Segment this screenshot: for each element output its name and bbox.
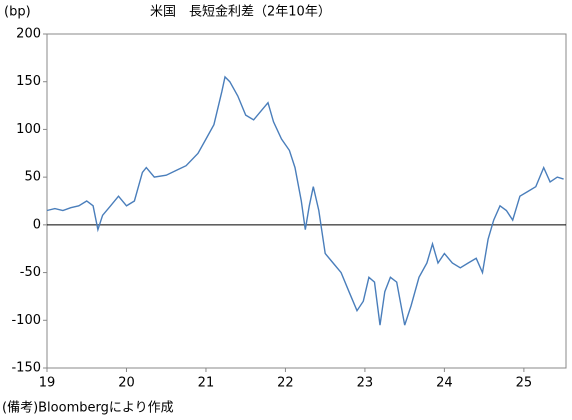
x-tick-label: 24 xyxy=(436,376,453,391)
data-line xyxy=(46,75,564,326)
x-tick-label: 20 xyxy=(118,376,135,391)
y-tick-label: 200 xyxy=(16,27,41,42)
y-tick-label: -50 xyxy=(20,265,41,280)
y-tick-label: 100 xyxy=(16,122,41,137)
y-tick-label: 50 xyxy=(24,170,41,185)
x-tick-label: 25 xyxy=(516,376,533,391)
footnote: (備考)Bloombergにより作成 xyxy=(2,400,174,416)
x-tick-label: 19 xyxy=(39,376,56,391)
chart-title: 米国 長短金利差（2年10年） xyxy=(150,4,331,20)
y-axis-label: (bp) xyxy=(4,5,31,20)
y-tick-label: -150 xyxy=(11,361,41,376)
x-tick-label: 21 xyxy=(198,376,215,391)
x-tick-label: 23 xyxy=(357,376,374,391)
y-tick-label: 150 xyxy=(16,74,41,89)
y-tick-label: 0 xyxy=(33,217,41,232)
plot-frame xyxy=(46,33,567,369)
y-tick-label: -100 xyxy=(11,313,41,328)
x-tick-label: 22 xyxy=(277,376,294,391)
